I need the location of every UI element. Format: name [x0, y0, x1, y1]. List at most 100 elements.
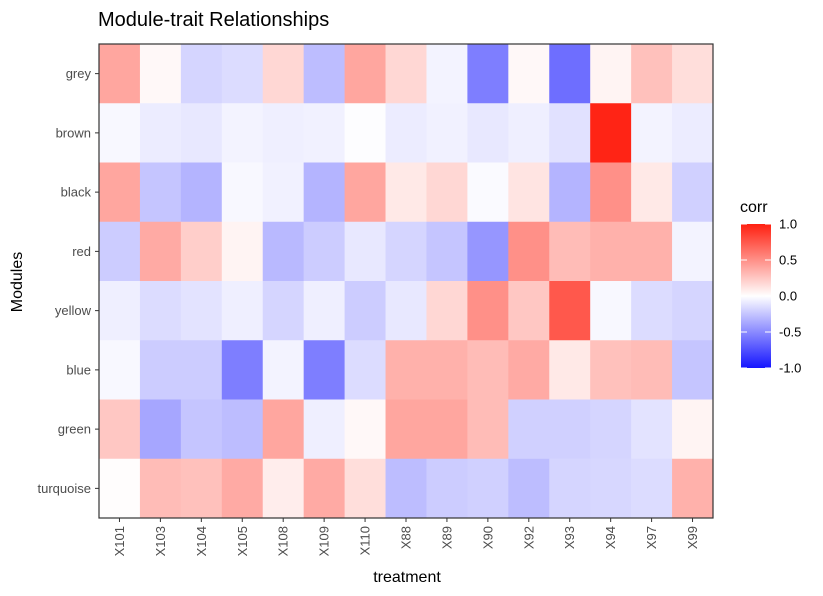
heatmap-cell-black-X108: [262, 162, 305, 223]
colorbar-tick-label: -0.5: [779, 325, 801, 340]
heatmap-cell-red-X97: [631, 221, 673, 282]
heatmap-cell-blue-X93: [549, 340, 591, 400]
colorbar-legend: corr 1.0 0.5 0.0 -0.5 -1.0: [740, 199, 801, 376]
heatmap-cells: [99, 44, 714, 519]
x-tick-label: X92: [521, 526, 536, 549]
heatmap-cell-grey-X99: [672, 44, 714, 104]
heatmap-cell-grey-X90: [467, 44, 509, 104]
heatmap-cell-blue-X103: [139, 340, 182, 400]
heatmap-cell-red-X108: [262, 221, 305, 282]
heatmap-cell-red-X101: [99, 221, 141, 282]
heatmap-cell-blue-X104: [180, 340, 223, 400]
heatmap-cell-green-X90: [467, 399, 509, 460]
x-tick-label: X94: [603, 526, 618, 549]
heatmap-cell-grey-X89: [426, 44, 468, 104]
x-tick-label: X93: [562, 526, 577, 549]
heatmap-cell-black-X110: [344, 162, 386, 223]
heatmap-cell-brown-X89: [426, 103, 468, 163]
colorbar-tick-label: 0.0: [779, 289, 797, 304]
colorbar-ticks: 1.0 0.5 0.0 -0.5 -1.0: [741, 217, 801, 376]
heatmap-cell-yellow-X104: [180, 281, 223, 341]
heatmap-cell-turquoise-X94: [590, 458, 632, 519]
heatmap-cell-turquoise-X108: [262, 458, 305, 519]
x-axis-ticks: X101 X103 X104 X105 X108 X109 X110 X88 X89 X90 X92…: [112, 518, 700, 556]
x-tick-label: X109: [317, 526, 332, 556]
heatmap-cell-turquoise-X89: [426, 458, 468, 519]
heatmap-cell-green-X94: [590, 399, 632, 460]
heatmap-cell-red-X89: [426, 221, 468, 282]
heatmap-cell-black-X90: [467, 162, 509, 223]
y-tick-label: green: [58, 422, 91, 437]
heatmap-cell-grey-X103: [139, 44, 182, 104]
heatmap-cell-grey-X93: [549, 44, 591, 104]
heatmap-cell-yellow-X89: [426, 281, 468, 341]
colorbar-tick-label: -1.0: [779, 361, 801, 376]
heatmap-cell-blue-X89: [426, 340, 468, 400]
heatmap-cell-turquoise-X103: [139, 458, 182, 519]
heatmap-cell-brown-X97: [631, 103, 673, 163]
heatmap-cell-grey-X104: [180, 44, 223, 104]
heatmap-cell-grey-X92: [508, 44, 550, 104]
heatmap-cell-grey-X88: [385, 44, 427, 104]
heatmap-cell-brown-X105: [221, 103, 264, 163]
heatmap-cell-brown-X92: [508, 103, 550, 163]
x-tick-label: X101: [112, 526, 127, 556]
x-tick-label: X110: [358, 526, 373, 555]
heatmap-cell-turquoise-X88: [385, 458, 427, 519]
heatmap-cell-green-X89: [426, 399, 468, 460]
y-tick-label: black: [61, 185, 92, 200]
x-tick-label: X89: [439, 526, 454, 549]
heatmap-cell-yellow-X103: [139, 281, 182, 341]
y-tick-label: blue: [66, 362, 91, 377]
heatmap-cell-blue-X101: [99, 340, 141, 400]
heatmap-cell-turquoise-X101: [99, 458, 141, 519]
x-tick-label: X105: [235, 526, 250, 556]
x-tick-label: X104: [194, 526, 209, 556]
heatmap-cell-red-X94: [590, 221, 632, 282]
heatmap-cell-yellow-X108: [262, 281, 305, 341]
chart-title: Module-trait Relationships: [98, 9, 329, 31]
heatmap-cell-blue-X105: [221, 340, 264, 400]
heatmap-cell-blue-X110: [344, 340, 386, 400]
heatmap-cell-green-X110: [344, 399, 386, 460]
y-tick-label: grey: [66, 66, 92, 81]
heatmap-cell-yellow-X110: [344, 281, 386, 341]
heatmap-cell-grey-X108: [262, 44, 305, 104]
heatmap-cell-brown-X108: [262, 103, 305, 163]
heatmap-cell-yellow-X105: [221, 281, 264, 341]
heatmap-cell-black-X109: [303, 162, 345, 223]
heatmap-cell-green-X101: [99, 399, 141, 460]
heatmap-cell-green-X88: [385, 399, 427, 460]
heatmap-cell-grey-X105: [221, 44, 264, 104]
y-tick-label: red: [72, 244, 91, 259]
heatmap-cell-red-X99: [672, 221, 714, 282]
heatmap-cell-black-X97: [631, 162, 673, 223]
heatmap-cell-grey-X97: [631, 44, 673, 104]
heatmap-cell-blue-X92: [508, 340, 550, 400]
heatmap-cell-yellow-X99: [672, 281, 714, 341]
heatmap-cell-black-X101: [99, 162, 141, 223]
heatmap-cell-green-X105: [221, 399, 264, 460]
y-axis-title: Modules: [9, 252, 26, 312]
heatmap-cell-blue-X108: [262, 340, 305, 400]
heatmap-cell-turquoise-X90: [467, 458, 509, 519]
x-axis-title: treatment: [373, 569, 441, 586]
heatmap-cell-green-X109: [303, 399, 345, 460]
colorbar-tick-label: 0.5: [779, 253, 797, 268]
colorbar-title: corr: [740, 199, 768, 216]
heatmap-cell-brown-X94: [590, 103, 632, 163]
heatmap-cell-turquoise-X105: [221, 458, 264, 519]
heatmap-cell-yellow-X101: [99, 281, 141, 341]
heatmap-cell-black-X103: [139, 162, 182, 223]
y-axis-ticks: grey brown black red yellow blue green turquois…: [38, 66, 99, 496]
heatmap-cell-black-X99: [672, 162, 714, 223]
heatmap-cell-grey-X101: [99, 44, 141, 104]
heatmap-cell-yellow-X88: [385, 281, 427, 341]
heatmap-cell-brown-X88: [385, 103, 427, 163]
colorbar-tick-label: 1.0: [779, 217, 797, 232]
heatmap-cell-turquoise-X99: [672, 458, 714, 519]
heatmap-cell-red-X110: [344, 221, 386, 282]
heatmap-cell-turquoise-X109: [303, 458, 345, 519]
heatmap-cell-grey-X110: [344, 44, 386, 104]
